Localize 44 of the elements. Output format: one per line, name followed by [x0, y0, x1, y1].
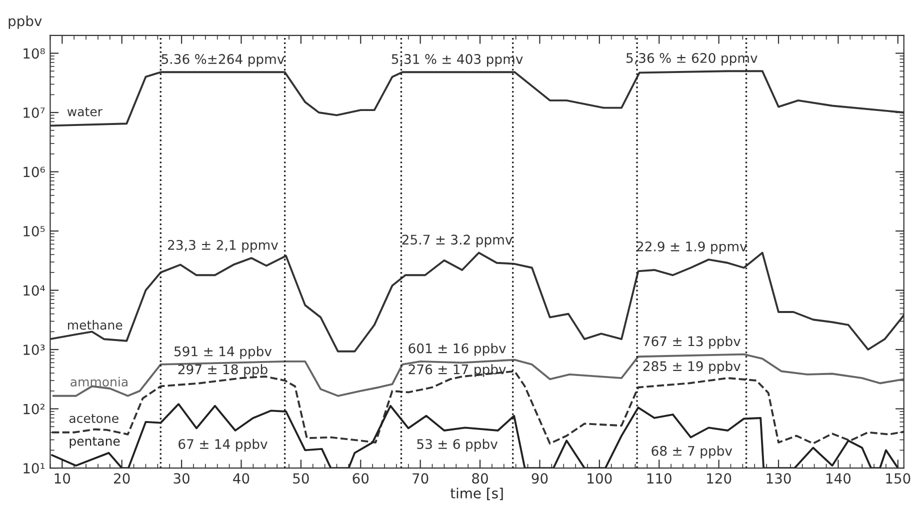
annotation: 67 ± 14 ppbv [178, 438, 268, 452]
x-tick-label: 140 [826, 473, 851, 484]
series-label: water [67, 107, 102, 116]
annotation: 25.7 ± 3.2 ppmv [402, 234, 512, 248]
series-label: ammonia [70, 376, 128, 387]
x-tick-label: 30 [174, 473, 190, 484]
y-axis-title: ppbv [8, 15, 42, 29]
y-tick-label: 10³ [24, 344, 45, 356]
annotation: 5,31 % ± 403 ppmv [392, 54, 523, 67]
x-tick-label: 10 [54, 473, 70, 484]
x-tick-label: 150 [886, 473, 910, 484]
annotation: 601 ± 16 ppbv [408, 343, 506, 356]
x-tick-label: 110 [647, 473, 672, 484]
x-tick-label: 50 [293, 473, 309, 484]
annotation: 5,36 % ± 620 ppmv [626, 53, 758, 66]
annotation: 767 ± 13 ppbv [643, 336, 741, 349]
x-tick-label: 60 [352, 473, 369, 484]
y-tick-label: 10⁷ [24, 107, 45, 118]
annotation: 5.36 %±264 ppmv [162, 54, 284, 67]
x-tick-label: 130 [766, 473, 791, 484]
annotation: 22.9 ± 1.9 ppmv [636, 241, 747, 254]
annotation: 285 ± 19 ppbv [643, 360, 741, 374]
y-tick-label: 10⁸ [24, 48, 45, 59]
x-tick-label: 80 [472, 473, 488, 484]
x-tick-label: 90 [532, 473, 548, 484]
y-tick-label: 10⁶ [24, 166, 45, 178]
x-tick-label: 20 [114, 473, 130, 484]
annotation: 53 ± 6 ppbv [417, 438, 498, 452]
series-label: acetone [69, 414, 118, 424]
series-label: methane [68, 320, 122, 330]
y-tick-label: 10⁵ [24, 226, 45, 236]
x-tick-label: 120 [707, 473, 732, 484]
y-tick-label: 10² [24, 404, 44, 414]
annotation: 68 ± 7 ppbv [652, 446, 732, 458]
annotation: 297 ± 18 ppb [178, 364, 268, 377]
annotation: 23,3 ± 2,1 ppmv [168, 240, 278, 252]
annotation: 591 ± 14 ppbv [174, 346, 272, 359]
x-tick-label: 100 [588, 473, 612, 484]
y-tick-label: 10¹ [24, 463, 45, 474]
y-tick-label: 10⁴ [24, 285, 45, 296]
x-axis-title: time [s] [450, 488, 503, 500]
series-label: pentane [70, 436, 120, 448]
x-tick-label: 70 [412, 473, 428, 484]
x-tick-label: 40 [233, 473, 250, 484]
